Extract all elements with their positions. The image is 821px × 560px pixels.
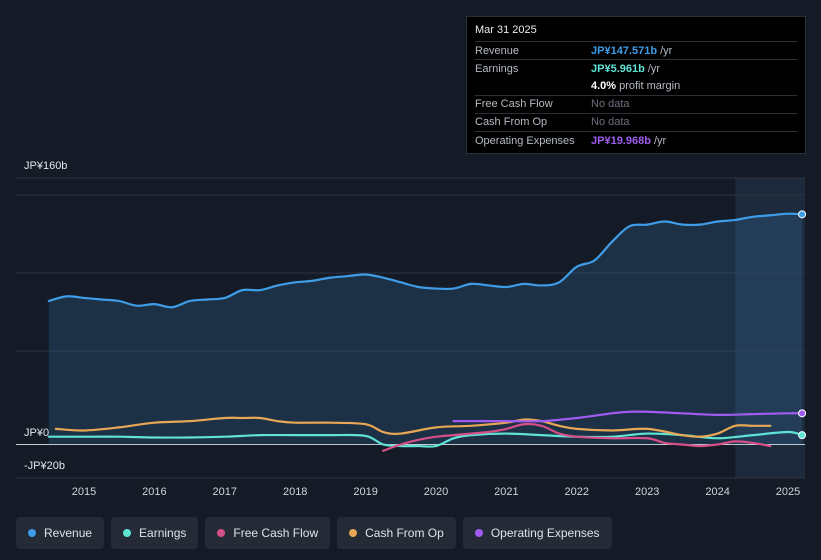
x-tick-label: 2024 — [705, 486, 729, 498]
earnings-dot-icon — [123, 529, 132, 537]
x-tick-label: 2019 — [353, 486, 377, 498]
operating-expenses-dot-icon — [474, 529, 483, 537]
x-tick-label: 2015 — [72, 486, 96, 498]
series-lines — [47, 212, 804, 452]
tooltip-value: JP¥19.968b — [591, 134, 651, 147]
legend-label: Operating Expenses — [490, 526, 600, 540]
x-tick-label: 2016 — [142, 486, 166, 498]
gridlines — [16, 177, 805, 479]
x-tick-label: 2021 — [494, 486, 518, 498]
tooltip-label: Earnings — [475, 62, 519, 75]
area-fills — [48, 213, 803, 445]
tooltip-unit: /yr — [647, 62, 661, 75]
tooltip-label: Cash From Op — [475, 116, 548, 129]
x-tick-label: 2025 — [776, 486, 800, 498]
tooltip-row-cfo: Cash From Op No data — [475, 112, 797, 131]
cash-from-op-line — [54, 416, 772, 438]
legend-item-earnings[interactable]: Earnings — [111, 517, 199, 549]
tooltip-date: Mar 31 2025 — [475, 24, 537, 36]
tooltip-label: Free Cash Flow — [475, 98, 553, 111]
tooltip-label: Revenue — [475, 44, 520, 57]
operating-expenses-endpoint — [798, 409, 807, 418]
cash-from-op-dot-icon — [349, 529, 358, 537]
data-tooltip: Mar 31 2025 Revenue JP¥147.571b /yr Earn… — [466, 16, 806, 154]
tooltip-value: JP¥147.571b — [591, 44, 658, 57]
legend-label: Earnings — [139, 526, 187, 540]
legend-item-cash-from-op[interactable]: Cash From Op — [337, 517, 456, 549]
legend-item-operating-expenses[interactable]: Operating Expenses — [462, 517, 612, 549]
legend-item-revenue[interactable]: Revenue — [16, 517, 105, 549]
legend-label: Free Cash Flow — [233, 526, 319, 540]
free-cash-flow-line — [382, 422, 772, 452]
x-tick-label: 2017 — [213, 486, 237, 498]
legend-label: Cash From Op — [365, 526, 444, 540]
revenue-dot-icon — [28, 529, 36, 537]
series-endpoints — [798, 210, 807, 440]
revenue-area — [48, 213, 803, 445]
tooltip-row-earnings: Earnings JP¥5.961b /yr — [475, 59, 797, 77]
revenue-endpoint — [798, 210, 807, 219]
y-axis-negative-label: -JP¥20b — [24, 460, 65, 472]
revenue-line — [47, 212, 804, 309]
tooltip-nodata: No data — [591, 98, 630, 111]
y-axis-top-label: JP¥160b — [24, 160, 68, 172]
tooltip-label: Operating Expenses — [475, 134, 575, 147]
tooltip-nodata: No data — [591, 116, 630, 129]
earnings-endpoint — [798, 431, 807, 440]
free-cash-flow-dot-icon — [217, 529, 226, 537]
forecast-shade — [735, 178, 805, 478]
x-tick-label: 2018 — [283, 486, 307, 498]
x-tick-label: 2022 — [565, 486, 589, 498]
legend: Revenue Earnings Free Cash Flow Cash Fro… — [16, 517, 612, 549]
x-axis-ticks: 2015 2016 2017 2018 2019 2020 2021 2022 2023 2024… — [72, 486, 800, 498]
x-tick-label: 2020 — [424, 486, 448, 498]
tooltip-unit: /yr — [653, 134, 667, 147]
y-axis-zero-label: JP¥0 — [24, 427, 50, 439]
legend-item-free-cash-flow[interactable]: Free Cash Flow — [205, 517, 331, 549]
tooltip-row-fcf: Free Cash Flow No data — [475, 94, 797, 113]
tooltip-row-opex: Operating Expenses JP¥19.968b /yr — [475, 130, 797, 149]
tooltip-value: JP¥5.961b — [591, 62, 645, 75]
tooltip-unit: profit margin — [619, 79, 681, 92]
tooltip-value: 4.0% — [591, 79, 617, 92]
tooltip-unit: /yr — [660, 44, 673, 57]
chart-canvas: 2015 2016 2017 2018 2019 2020 2021 2022 2023 2024… — [16, 177, 807, 498]
tooltip-row-revenue: Revenue JP¥147.571b /yr — [475, 41, 797, 59]
operating-expenses-line — [452, 410, 804, 423]
x-tick-label: 2023 — [635, 486, 659, 498]
tooltip-row-margin: 4.0% profit margin — [475, 77, 797, 94]
legend-label: Revenue — [44, 526, 93, 540]
